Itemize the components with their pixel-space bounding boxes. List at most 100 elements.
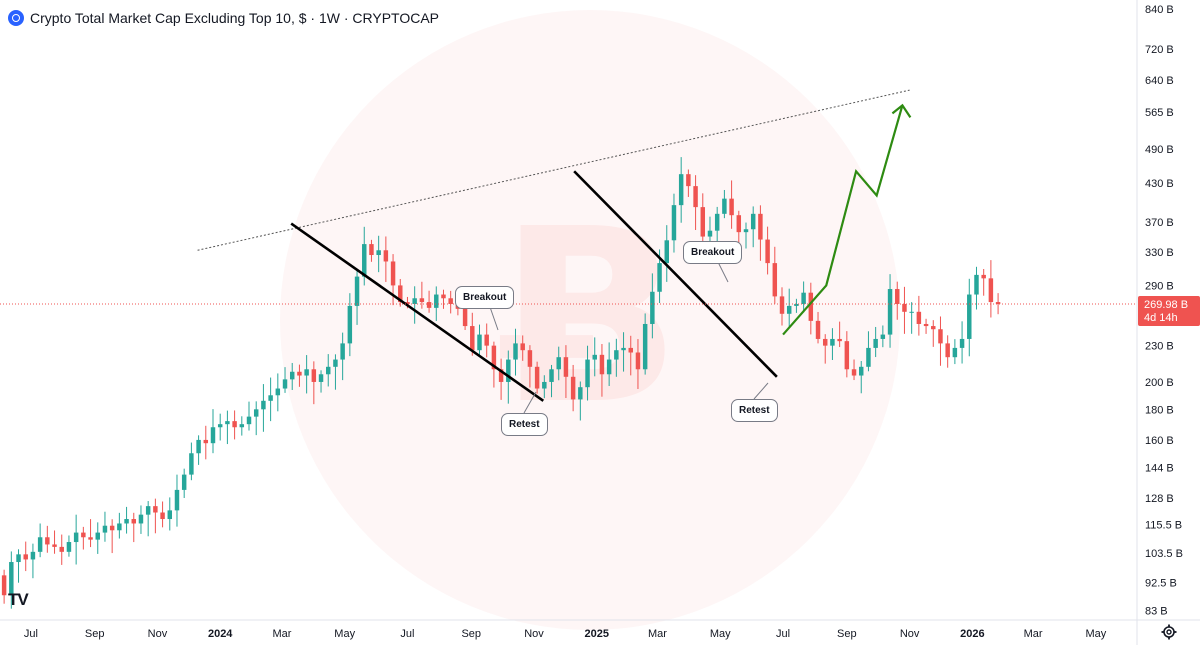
candle-body (81, 532, 86, 538)
candle-body (750, 213, 756, 230)
breakout-label-1: Breakout (455, 286, 515, 309)
candle-body (160, 512, 165, 520)
candle-body (9, 562, 14, 596)
candle-body (426, 302, 432, 308)
y-tick-label: 83 B (1145, 605, 1168, 617)
x-tick-label: May (710, 628, 731, 640)
candle-body (563, 357, 569, 377)
candle-body (210, 427, 216, 444)
chart-header: Crypto Total Market Cap Excluding Top 10… (8, 8, 439, 28)
candle-body (772, 263, 778, 297)
candle-body (419, 298, 425, 303)
candle-body (923, 323, 929, 327)
candle-body (844, 341, 850, 370)
candle-body (678, 174, 684, 206)
candle-body (959, 338, 965, 348)
candle-body (758, 213, 763, 240)
candle-body (405, 302, 410, 304)
candle-body (614, 350, 619, 360)
candle-body (45, 537, 50, 545)
candle-body (527, 350, 533, 367)
candle-body (542, 381, 547, 389)
retest-pointer-2 (753, 382, 769, 400)
candle-body (606, 359, 612, 375)
candle-body (707, 230, 713, 237)
candle-body (434, 294, 439, 308)
candle-body (549, 369, 554, 382)
candle-body (859, 366, 864, 376)
candle-body (66, 542, 72, 552)
candle-body (520, 343, 525, 351)
retest-label-1: Retest (501, 413, 548, 436)
price-badge-value: 269.98 B (1144, 299, 1188, 311)
candle-body (945, 343, 950, 358)
retest-pointer-1 (523, 391, 537, 414)
candle-body (16, 554, 21, 563)
candle-body (671, 205, 677, 241)
candle-body (570, 376, 576, 400)
candle-body (642, 323, 648, 370)
candle-body (369, 244, 374, 256)
y-tick-label: 144 B (1145, 462, 1174, 474)
x-tick-label: May (334, 628, 355, 640)
candle-body (376, 250, 381, 256)
candle-body (967, 294, 972, 339)
candle-body (326, 366, 331, 375)
candle-body (714, 213, 720, 231)
candle-body (347, 305, 353, 344)
candle-body (23, 554, 28, 560)
downtrend-line (573, 170, 778, 378)
x-tick-label: Sep (85, 628, 105, 640)
candle-body (534, 366, 540, 389)
candle-body (873, 338, 878, 348)
candle-body (628, 347, 633, 353)
candle-body (448, 298, 453, 304)
candle-body (174, 489, 180, 511)
projection-arrowhead (891, 103, 912, 118)
candle-body (203, 439, 209, 444)
candle-body (52, 544, 57, 547)
y-tick-label: 330 B (1145, 247, 1174, 259)
candle-body (822, 338, 828, 346)
candle-body (729, 198, 734, 216)
candle-body (117, 523, 122, 531)
candle-body (340, 343, 345, 360)
retest-label-2: Retest (731, 399, 778, 422)
x-tick-label: Nov (148, 628, 168, 640)
candle-body (109, 525, 115, 531)
candle-body (477, 334, 482, 351)
candle-body (138, 514, 144, 524)
settings-gear-icon[interactable] (1161, 624, 1177, 640)
candle-body (333, 359, 338, 367)
y-tick-label: 160 B (1145, 435, 1174, 447)
y-tick-label: 230 B (1145, 341, 1174, 353)
candle-body (246, 416, 252, 425)
candle-body (304, 369, 309, 376)
candle-body (153, 506, 158, 513)
candle-body (441, 294, 446, 299)
candle-body (491, 345, 497, 370)
x-tick-label: Jul (400, 628, 414, 640)
candle-body (232, 421, 237, 428)
candle-body (390, 261, 396, 286)
candle-body (196, 439, 201, 454)
candle-body (225, 421, 230, 425)
candle-body (916, 311, 922, 324)
x-tick-label: 2025 (585, 628, 609, 640)
candle-body (462, 308, 468, 327)
x-tick-label: Mar (1024, 628, 1043, 640)
downtrend-line (290, 222, 545, 402)
x-tick-label: Jul (24, 628, 38, 640)
x-tick-label: Jul (776, 628, 790, 640)
y-tick-label: 840 B (1145, 4, 1174, 16)
candle-body (700, 207, 706, 237)
candle-body (779, 296, 785, 314)
candle-body (124, 519, 129, 524)
candle-body (318, 374, 324, 382)
candle-body (722, 198, 727, 214)
y-tick-label: 490 B (1145, 144, 1174, 156)
candle-body (988, 278, 994, 303)
candle-body (167, 510, 173, 520)
x-tick-label: Sep (461, 628, 481, 640)
